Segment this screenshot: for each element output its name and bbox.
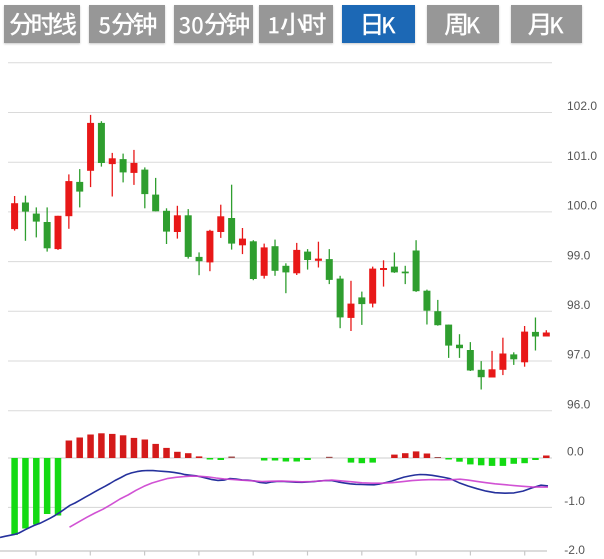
svg-text:99.0: 99.0 — [567, 248, 591, 262]
svg-text:-2.0: -2.0 — [564, 543, 585, 557]
svg-text:102.0: 102.0 — [567, 99, 597, 113]
svg-text:97.0: 97.0 — [567, 348, 591, 362]
svg-text:100.0: 100.0 — [567, 199, 597, 213]
svg-text:96.0: 96.0 — [567, 397, 591, 411]
svg-text:98.0: 98.0 — [567, 298, 591, 312]
svg-text:101.0: 101.0 — [567, 149, 597, 163]
svg-text:0.0: 0.0 — [567, 445, 584, 459]
svg-text:-1.0: -1.0 — [564, 494, 585, 508]
